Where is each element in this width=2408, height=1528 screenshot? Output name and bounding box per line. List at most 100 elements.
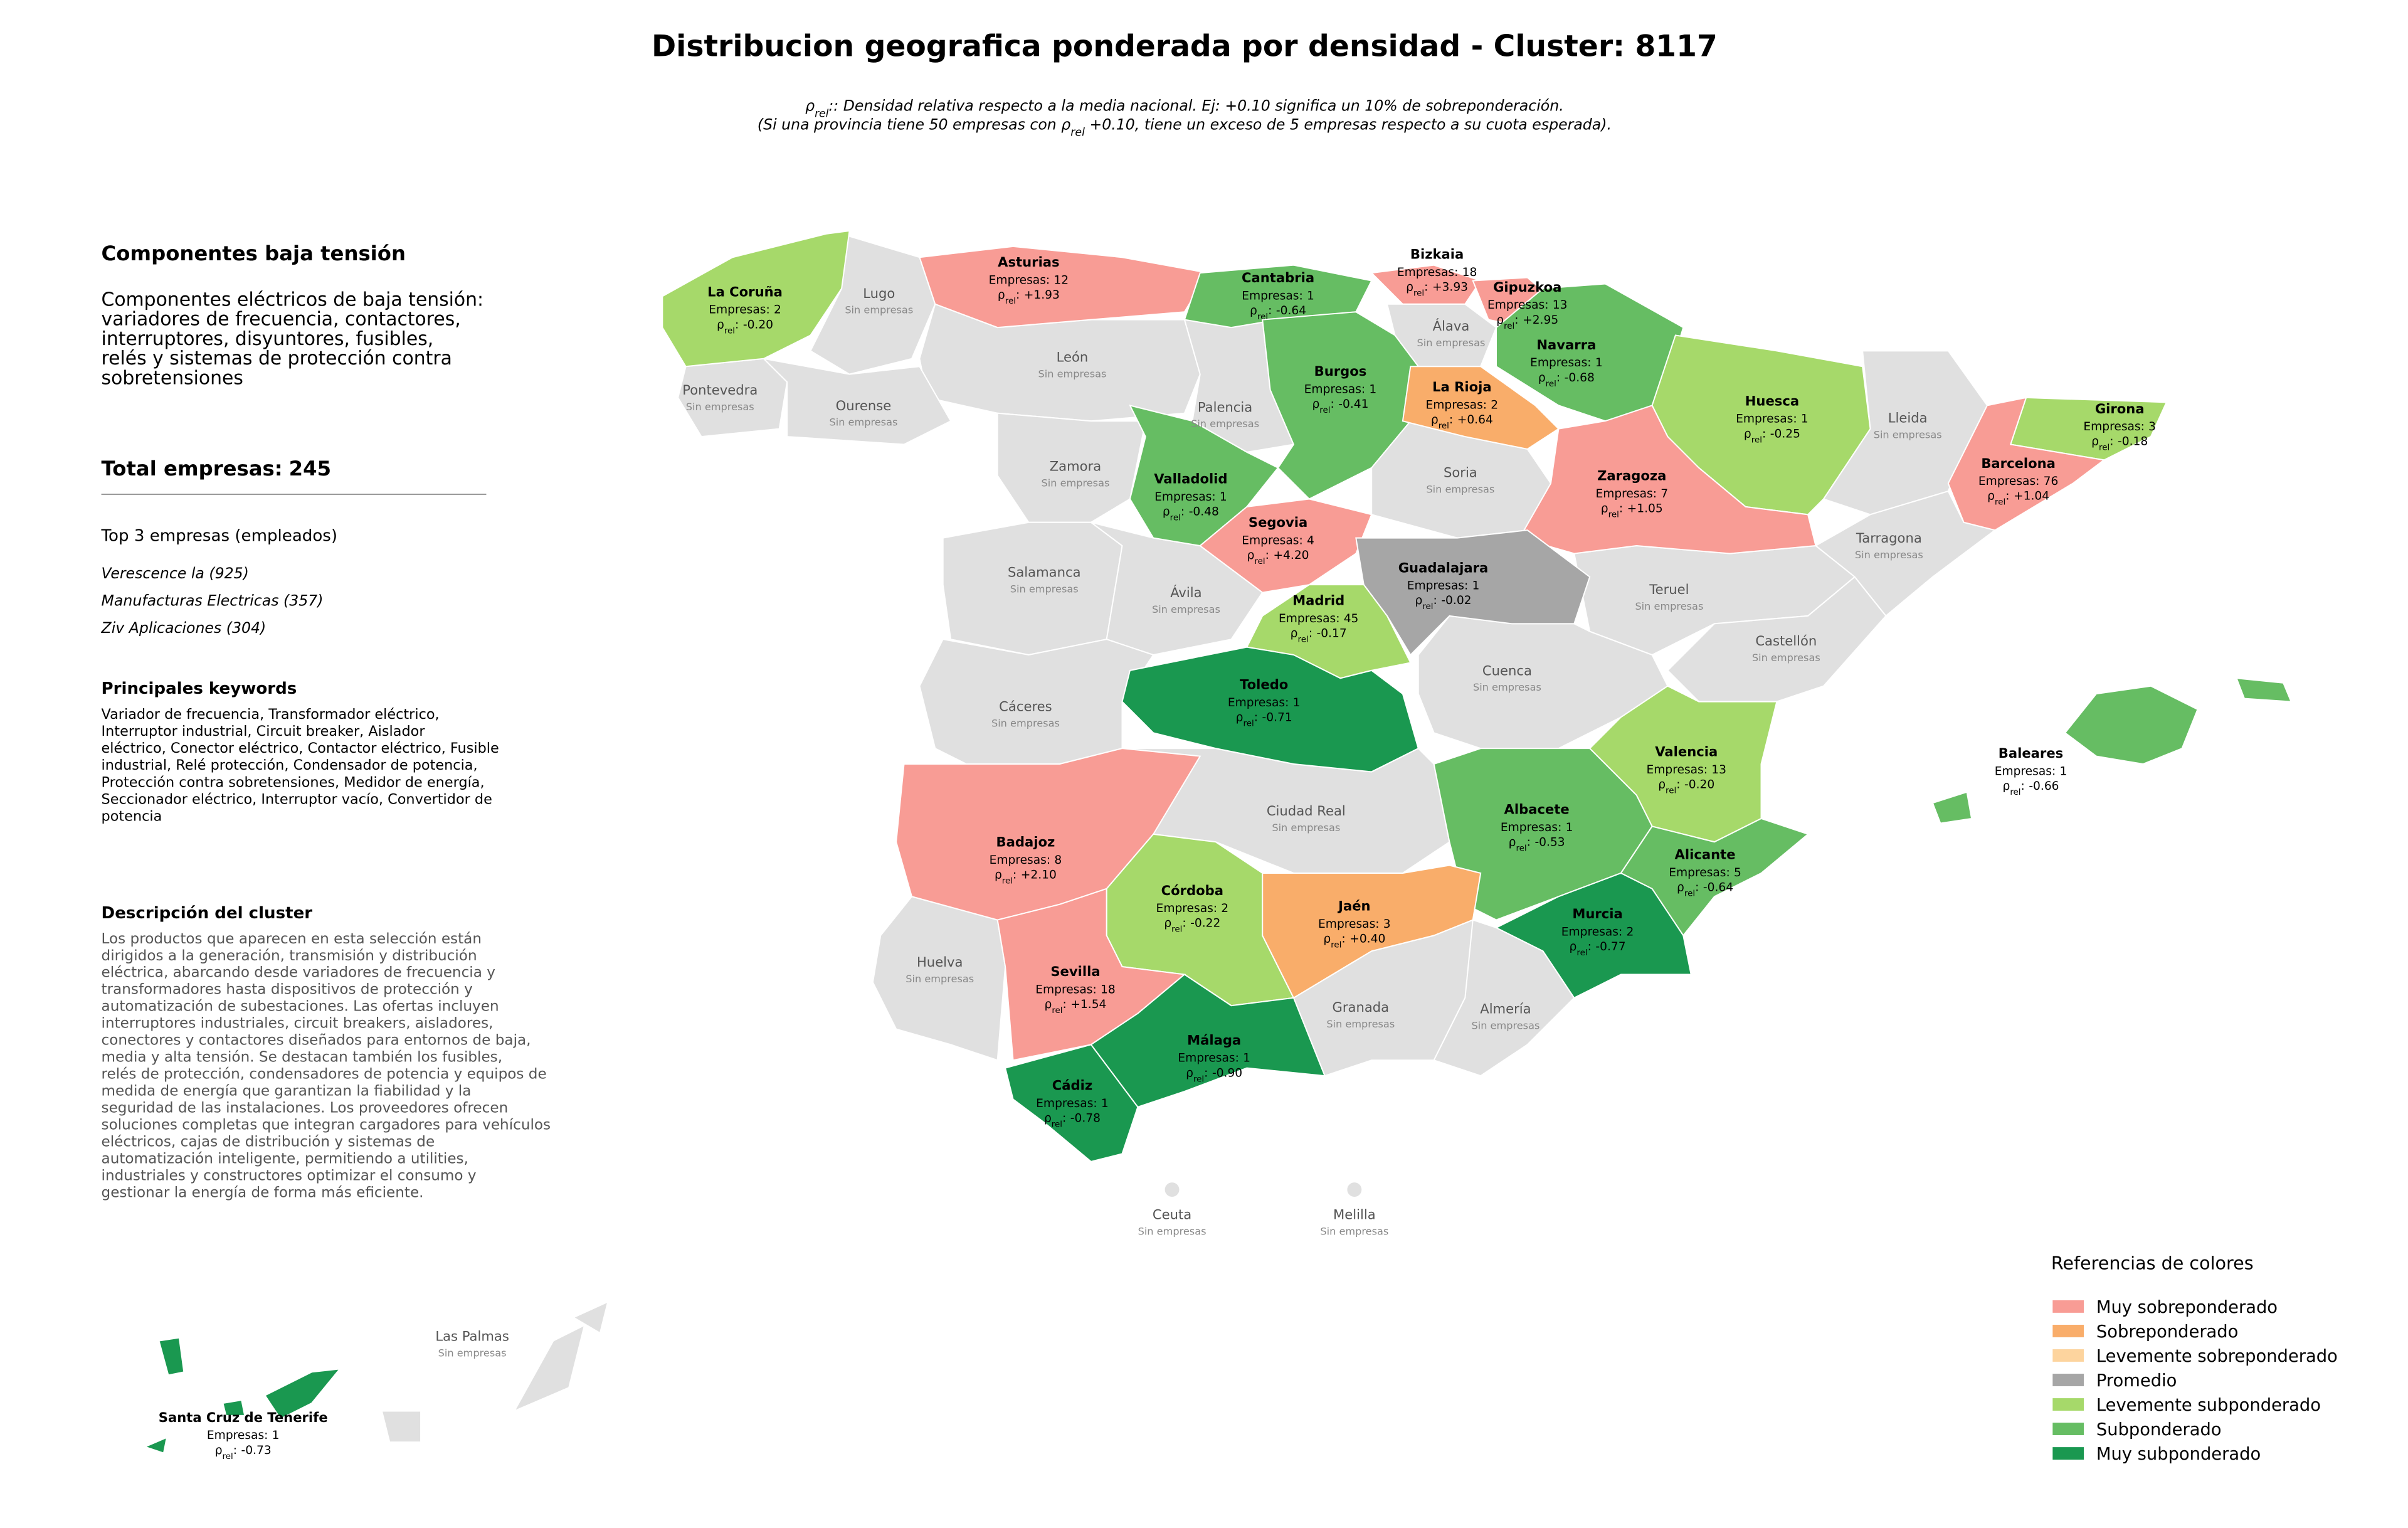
rho-label: ρrel: +1.93 [998, 289, 1060, 306]
rho-separator: : [1588, 940, 1592, 953]
rho-label: ρrel: -0.20 [1658, 778, 1714, 796]
rho-value: -0.41 [1338, 398, 1368, 411]
rho-label: ρrel: -0.17 [1291, 627, 1347, 644]
province-shape [2236, 677, 2293, 703]
province-name: Teruel [1649, 581, 1689, 597]
count-value: 76 [2044, 475, 2059, 488]
legend-label: Subponderado [2096, 1420, 2222, 1440]
count-prefix: Empresas: [1178, 1052, 1239, 1065]
rho-label: ρrel: +2.95 [1496, 314, 1558, 331]
no-companies: Sin empresas [906, 973, 974, 985]
rho-symbol: ρ [1186, 1066, 1193, 1080]
no-companies: Sin empresas [1855, 549, 1923, 561]
count-label: Empresas: 1 [1501, 821, 1573, 834]
rho-value: -0.20 [743, 318, 773, 331]
cluster-line: media y alta tensión. Se destacan tambié… [102, 1049, 503, 1066]
count-value: 5 [1734, 866, 1741, 879]
no-companies: Sin empresas [1152, 603, 1220, 615]
no-companies: Sin empresas [1010, 583, 1079, 595]
count-label: Empresas: 8 [990, 854, 1062, 867]
province-shape [143, 1436, 168, 1454]
count-label: Empresas: 1 [1242, 289, 1314, 302]
rho-label: ρrel: +4.20 [1247, 549, 1309, 566]
rho-separator: : [1762, 427, 1766, 440]
province-shape [1402, 366, 1560, 450]
count-label: Empresas: 1 [1228, 696, 1301, 709]
rho-separator: : [1341, 933, 1345, 946]
count-label: Empresas: 1 [1736, 413, 1809, 426]
rho-subscript: rel [1070, 126, 1085, 139]
province-name: Córdoba [1161, 883, 1223, 898]
rho-value: -0.53 [1534, 836, 1565, 849]
count-value: 18 [1462, 266, 1477, 279]
rho-separator: : [735, 318, 739, 331]
count-prefix: Empresas: [989, 273, 1050, 287]
province-shape [1620, 817, 1810, 937]
note-line: (Si una provincia tiene 50 empresas con … [758, 115, 1612, 139]
rho-label: ρrel: -0.78 [1044, 1112, 1101, 1129]
province-shape [512, 1324, 586, 1413]
count-value: 2 [1491, 398, 1498, 411]
no-companies: Sin empresas [1041, 477, 1109, 489]
rho-subscript: rel [1170, 513, 1181, 523]
count-label: Empresas: 2 [709, 304, 781, 317]
province-shape [1947, 396, 2106, 531]
province-name: Salamanca [1008, 565, 1081, 580]
cluster-line: dirigidos a la generación, transmisión y… [102, 948, 477, 964]
rho-symbol: ρ [1061, 115, 1070, 133]
province-name: La Coruña [707, 284, 783, 299]
rho-subscript: rel [1254, 557, 1265, 566]
count-label: Empresas: 5 [1669, 866, 1741, 879]
province-shape [919, 245, 1209, 329]
province-name: Guadalajara [1398, 560, 1489, 575]
top-item: Verescence la (925) [102, 565, 249, 582]
cluster-line: Los productos que aparecen en esta selec… [102, 931, 482, 947]
rho-subscript: rel [1576, 948, 1587, 958]
count-prefix: Empresas: [1304, 383, 1366, 396]
count-label: Empresas: 1 [1407, 580, 1480, 593]
count-prefix: Empresas: [2083, 420, 2145, 433]
province-name: Gipuzkoa [1493, 279, 1561, 295]
count-prefix: Empresas: [1736, 413, 1797, 426]
province-shape [1163, 1181, 1181, 1198]
rho-value: -0.64 [1703, 881, 1733, 894]
description-line: interruptores, disyuntores, fusibles, [102, 328, 434, 350]
province-name: Segovia [1249, 514, 1307, 530]
keywords-title: Principales keywords [102, 679, 297, 698]
description-line: relés y sistemas de protección contra [102, 348, 452, 369]
rho-value: -0.78 [1070, 1112, 1101, 1125]
keywords-line: industrial, Relé protección, Condensador… [102, 757, 478, 773]
province-shape [222, 1399, 246, 1416]
count-label: Empresas: 1 [1304, 383, 1377, 396]
rho-symbol: ρ [1323, 933, 1331, 946]
cluster-line: medida de energía que garantizan la fiab… [102, 1083, 472, 1100]
no-companies: Sin empresas [1417, 337, 1485, 349]
province-shape [996, 412, 1147, 523]
rho-separator: : [1514, 314, 1518, 327]
province-shape [1262, 311, 1419, 500]
count-value: 1 [1566, 821, 1573, 834]
rho-separator: : [1182, 917, 1186, 930]
count-prefix: Empresas: [1647, 763, 1708, 777]
no-companies: Sin empresas [1038, 368, 1107, 380]
count-prefix: Empresas: [1242, 534, 1303, 548]
count-value: 1 [1220, 491, 1227, 504]
sidebar-title: Componentes baja tensión [102, 241, 406, 265]
province-shape [1931, 791, 1973, 824]
top-item: Manufacturas Electricas (357) [102, 592, 324, 610]
count-value: 1 [1595, 356, 1603, 369]
no-companies: Sin empresas [686, 401, 754, 413]
rho-value: -0.66 [2029, 780, 2059, 793]
count-prefix: Empresas: [1595, 487, 1657, 501]
rho-symbol: ρ [1236, 711, 1244, 724]
rho-subscript: rel [1504, 321, 1514, 331]
count-value: 8 [1054, 854, 1062, 867]
rho-label: ρrel:: Densidad relativa respecto a la m… [805, 97, 1564, 120]
count-value: 3 [1383, 918, 1391, 931]
count-prefix: Empresas: [1407, 580, 1469, 593]
rho-symbol: ρ [1291, 627, 1298, 640]
province-name: Murcia [1572, 906, 1622, 921]
rho-symbol: ρ [1658, 778, 1666, 792]
title: Distribucion geografica ponderada por de… [652, 29, 1718, 64]
